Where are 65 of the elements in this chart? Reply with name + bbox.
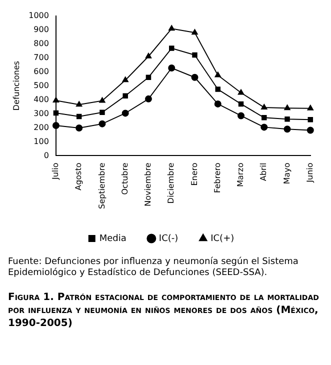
x-tick-label: Diciembre — [166, 162, 176, 204]
y-tick-label: 200 — [34, 122, 49, 132]
point — [168, 64, 176, 72]
point — [238, 101, 244, 107]
y-tick-label: 400 — [34, 94, 49, 104]
y-tick-label: 700 — [34, 52, 49, 62]
point — [238, 89, 244, 95]
point — [145, 52, 152, 58]
point — [146, 74, 152, 80]
x-tick-label: Enero — [190, 162, 199, 186]
point — [122, 110, 129, 117]
y-tick-label: 500 — [34, 80, 49, 90]
point — [261, 104, 268, 110]
point — [192, 52, 198, 58]
point — [215, 86, 220, 92]
point — [53, 110, 59, 116]
legend-label: IC(-) — [158, 234, 178, 244]
x-tick-label: Febrero — [212, 162, 222, 193]
y-tick-label: 0 — [44, 150, 49, 160]
x-tick-label: Junio — [305, 162, 314, 184]
x-tick-label: Agosto — [74, 162, 84, 190]
point — [192, 29, 198, 35]
point — [191, 74, 198, 81]
x-tick-label: Marzo — [236, 162, 246, 187]
point — [100, 110, 105, 115]
text: Figura 1. Patrón estacional de comportamiento de la mortalidad por influenza y neumonía en niños menores de dos años (México, 1990-2005) — [8, 291, 320, 330]
point — [214, 100, 222, 108]
x-tick-label: Septiembre — [97, 162, 106, 209]
point — [307, 104, 314, 110]
point — [122, 76, 128, 82]
source-note: Fuente: Defunciones por influenza y neumonía según el Sistema Epidemiológico y Estadístico de Defunciones (SEED-SSA). — [8, 257, 300, 279]
y-tick-label: 1000 — [28, 10, 49, 20]
y-tick-label: 800 — [34, 38, 49, 48]
point — [284, 116, 290, 122]
x-tick-label: Mayo — [282, 162, 292, 184]
point — [168, 25, 175, 31]
point — [76, 124, 83, 132]
point — [238, 112, 245, 120]
point — [284, 104, 290, 110]
point — [262, 115, 267, 120]
y-tick-label: 300 — [34, 108, 49, 118]
point — [168, 46, 174, 51]
point — [284, 126, 291, 133]
y-tick-label: 100 — [34, 136, 49, 146]
y-tick-label: 900 — [34, 24, 49, 34]
y-tick-label: 600 — [34, 66, 49, 76]
x-tick-label: Noviembre — [144, 162, 153, 206]
point — [52, 96, 60, 102]
point — [214, 72, 221, 78]
y-axis-title: Defunciones — [12, 60, 21, 111]
point — [99, 97, 106, 103]
point — [306, 126, 314, 134]
x-tick-label: Octubre — [120, 162, 130, 195]
x-tick-label: Julio — [51, 162, 60, 181]
point — [122, 93, 128, 98]
point — [308, 117, 314, 122]
point — [76, 101, 82, 107]
point — [260, 124, 268, 131]
point — [76, 114, 82, 120]
x-tick-label: Abril — [259, 162, 268, 182]
legend-label: Media — [99, 234, 126, 244]
point — [52, 122, 60, 130]
legend-label: IC(+) — [210, 234, 234, 244]
point — [98, 120, 106, 128]
point — [144, 95, 152, 102]
